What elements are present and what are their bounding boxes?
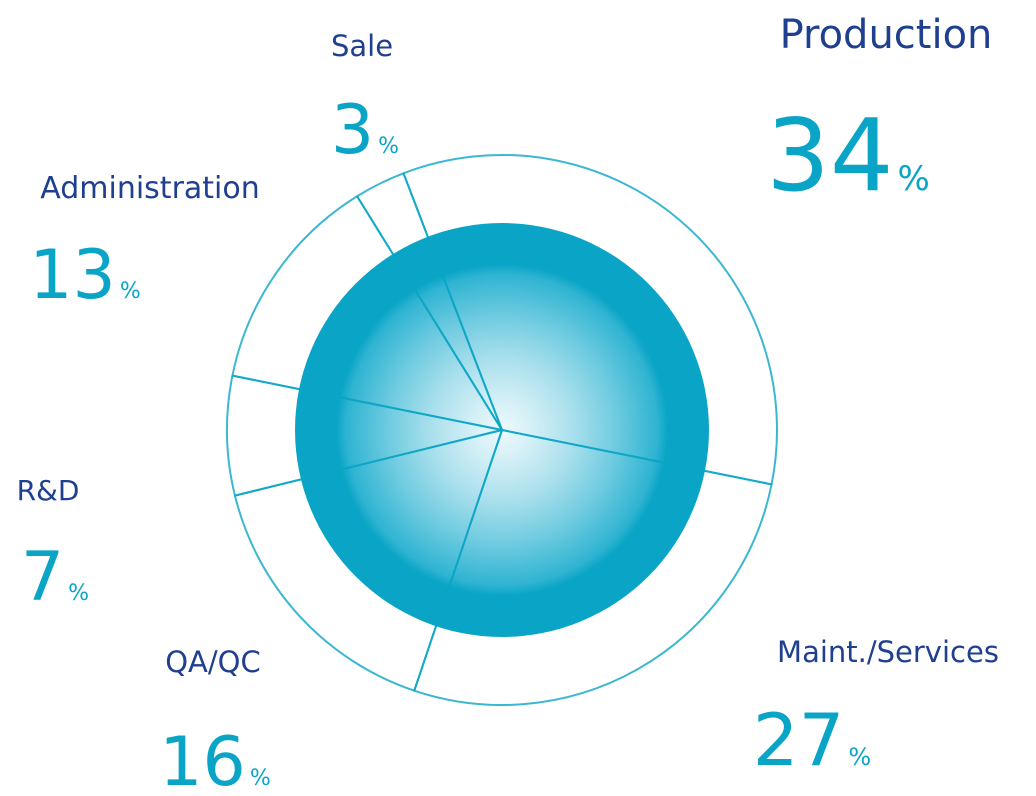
value-number: 7 [21,538,64,617]
value-suffix: % [848,743,871,771]
slice-value: 27% [753,698,871,782]
slice-value: 16% [159,723,270,796]
slice-name: Administration [40,171,260,206]
slice-name: Sale [331,29,393,63]
value-number: 34 [766,97,893,214]
value-number: 16 [159,723,246,796]
slice-name: R&D [17,474,80,507]
value-suffix: % [68,581,89,606]
pie-slice [402,154,779,486]
slice-value: 13% [29,236,140,315]
slice-value: 34% [766,97,930,214]
value-number: 13 [29,236,116,315]
slice-value: 3% [331,91,399,170]
pie-slice [413,429,773,706]
pie-slice [233,429,503,692]
value-suffix: % [120,279,141,304]
pie-slice [226,374,503,497]
pie-slice [231,195,503,431]
value-suffix: % [378,134,399,159]
slice-value: 7% [21,538,89,617]
value-number: 3 [331,91,374,170]
value-suffix: % [897,159,929,199]
slice-name: Production [780,12,993,58]
slice-name: QA/QC [165,645,261,679]
pie-slice [356,172,503,431]
value-suffix: % [250,766,271,791]
slice-name: Maint./Services [777,635,999,669]
value-number: 27 [753,698,845,782]
